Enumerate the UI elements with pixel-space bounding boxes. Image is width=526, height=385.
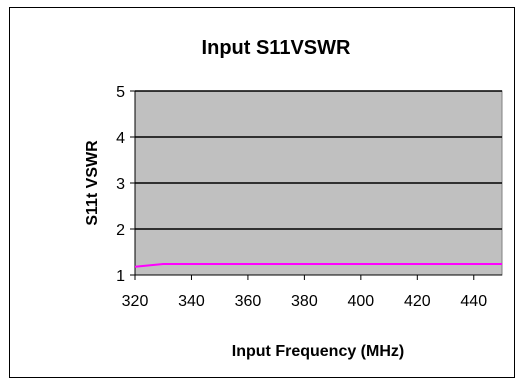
x-tick-label-400: 400	[347, 293, 374, 310]
y-axis-ticks: 1 2 3 4 5	[116, 84, 135, 285]
x-tick-label-360: 360	[235, 293, 262, 310]
series-group	[134, 263, 502, 268]
x-axis-ticks: 320 340 360 380 400 420 440	[122, 275, 487, 310]
x-tick-label-420: 420	[404, 293, 431, 310]
y-tick-label-1: 1	[116, 268, 125, 285]
y-axis-title: S11t VSWR	[84, 140, 101, 226]
x-tick-label-380: 380	[291, 293, 318, 310]
series-line-0	[134, 263, 502, 268]
x-tick-label-440: 440	[460, 293, 487, 310]
y-tick-label-2: 2	[116, 222, 125, 239]
x-tick-label-320: 320	[122, 293, 149, 310]
x-tick-label-340: 340	[178, 293, 205, 310]
chart-title: Input S11VSWR	[202, 37, 351, 59]
y-tick-label-4: 4	[116, 130, 125, 147]
x-axis-title: Input Frequency (MHz)	[232, 343, 404, 360]
y-tick-label-5: 5	[116, 84, 125, 101]
gridlines	[134, 90, 502, 276]
y-tick-label-3: 3	[116, 176, 125, 193]
